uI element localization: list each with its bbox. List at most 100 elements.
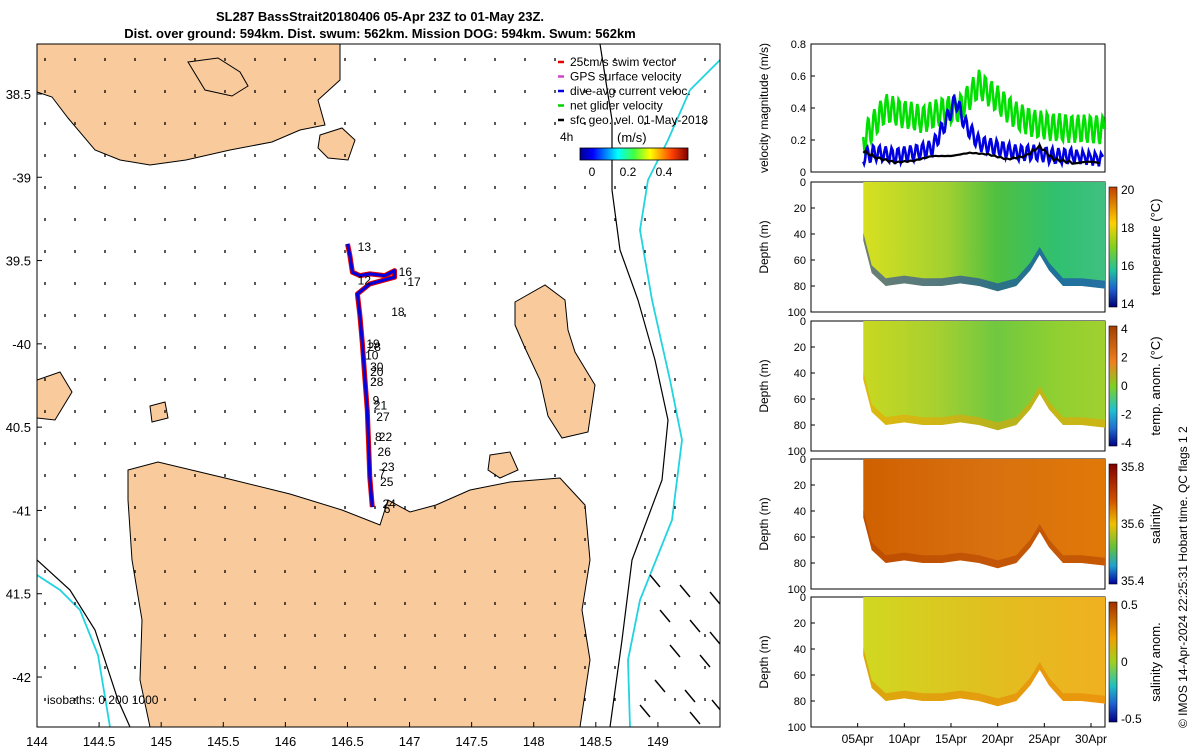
heatmap-ytick-label: 20 [794,480,806,492]
heatmap-bottom-layer [863,498,1105,569]
heatmap-ytick-label: 40 [794,506,806,518]
track-day-label: 17 [407,275,421,289]
track-dive-avg-current [346,243,397,508]
map-xtick-label: 145.5 [207,734,240,749]
heatmap-ylabel: Depth (m) [757,359,771,412]
time-xtick-label: 05Apr [842,732,874,746]
colorbar [1108,186,1118,308]
map-ytick-label: 40.5 [6,420,31,435]
colorbar-label: salinity anom. [1148,622,1163,701]
colorbar-tick-label: 4 [1121,322,1128,336]
heatmap-bottom-layer [863,636,1105,707]
heatmap-ytick-label: 80 [794,558,806,570]
colorbar-tick-label: 0 [589,165,596,179]
map-xtick-label: 147 [399,734,421,749]
heatmap-ytick-label: 20 [794,618,806,630]
colorbar-tick-label: 2 [1121,351,1128,365]
colorbar-label: temp. anom. (°C) [1148,336,1163,435]
track-day-label: 12 [358,274,372,288]
legend-item: net glider velocity [570,99,663,113]
land-port-phillip [187,57,249,97]
legend-item: 25cm/s swim vector [570,55,675,69]
heatmap-field [863,597,1105,707]
heatmap-ytick-label: 0 [800,454,806,466]
colorbar-tick-label: -4 [1121,436,1132,450]
track-day-label: 20 [370,365,384,379]
track-day-label: 28 [370,375,384,389]
map-ytick-label: 38.5 [6,87,31,102]
map-xtick-label: 144 [26,734,48,749]
heatmap-ytick-label: 80 [794,420,806,432]
track-day-label: 24 [383,497,397,511]
velocity-series-line [862,69,1105,157]
map-ytick-label: -41 [12,503,31,518]
map-plot: 1316171218192810302028921278222623725246… [37,44,720,727]
heatmap-ytick-label: 60 [794,532,806,544]
heatmap-field [863,459,1105,569]
sfc-velocity-vector [689,711,701,725]
heatmap-ytick-label: 100 [788,446,806,458]
track-day-label: 28 [368,340,382,354]
map-xtick-label: 149 [647,734,669,749]
time-xtick-label: 10Apr [888,732,920,746]
sfc-velocity-vector [709,591,720,605]
map-ytick-label: -39 [12,170,31,185]
heatmap-ytick-label: 80 [794,696,806,708]
colorbar-tick-label: -2 [1121,408,1132,422]
map-ytick-label: 41.5 [6,587,31,602]
colorbar [1108,325,1118,447]
track-day-label: 8 [375,430,382,444]
figure-subtitle: Dist. over ground: 594km. Dist. swum: 56… [124,26,636,41]
land-three-hummock [149,401,169,423]
heatmap-field [863,182,1105,292]
colorbar-tick-label: 0 [1121,379,1128,393]
time-xtick-label: 25Apr [1028,732,1060,746]
track-day-label: 7 [379,467,386,481]
legend-colorbar [579,147,689,161]
heatmap-ytick-label: 100 [788,722,806,734]
velocity-ytick-label: 0.4 [791,103,806,115]
colorbar-tick-label: 0.5 [1121,598,1138,612]
colorbar-label: salinity [1148,504,1163,544]
colorbar-tick-label: -0.5 [1121,712,1142,726]
land-victoria-west [37,44,341,166]
heatmap-field [863,321,1105,431]
map-frame [36,43,721,728]
colorbar [1108,463,1118,585]
land-cape-barren [487,451,519,479]
colorbar-tick-label: 35.8 [1121,460,1145,474]
figure-title: SL287 BassStrait20180406 05-Apr 23Z to 0… [215,9,545,24]
heatmap-ytick-label: 60 [794,255,806,267]
sfc-velocity-vector [649,574,661,588]
time-xtick-label: 30Apr [1075,732,1107,746]
time-xtick-label: 15Apr [935,732,967,746]
colorbar-tick-label: 18 [1121,221,1135,235]
heatmap-ytick-label: 40 [794,229,806,241]
legend-item: sfc geo. vel. 01-May-2018 [570,113,708,127]
legend-item: dive-avg current veloc. [570,84,691,98]
map-ytick-label: -40 [12,337,31,352]
colorbar-tick-label: 35.4 [1121,574,1145,588]
velocity-ytick-label: 0.8 [791,39,806,51]
track-day-label: 22 [379,430,393,444]
colorbar-tick-label: 0.4 [656,165,673,179]
sfc-velocity-vector [709,631,720,645]
time-xtick-label: 20Apr [982,732,1014,746]
map-xtick-label: 146 [275,734,297,749]
heatmap-ytick-label: 40 [794,644,806,656]
heatmap-ytick-label: 60 [794,394,806,406]
map-xtick-label: 148.5 [580,734,613,749]
sfc-velocity-vector [679,584,691,598]
sfc-velocity-vector [689,619,701,633]
heatmap-bottom-layer [863,360,1105,431]
map-xtick-label: 148 [523,734,545,749]
velocity-ytick-label: 0.2 [791,135,806,147]
heatmap-ytick-label: 20 [794,342,806,354]
isobath-200-west [37,559,131,727]
track-day-label: 25 [380,475,394,489]
map-xtick-label: 147.5 [455,734,488,749]
track-day-label: 19 [366,337,380,351]
heatmap-ytick-label: 40 [794,368,806,380]
